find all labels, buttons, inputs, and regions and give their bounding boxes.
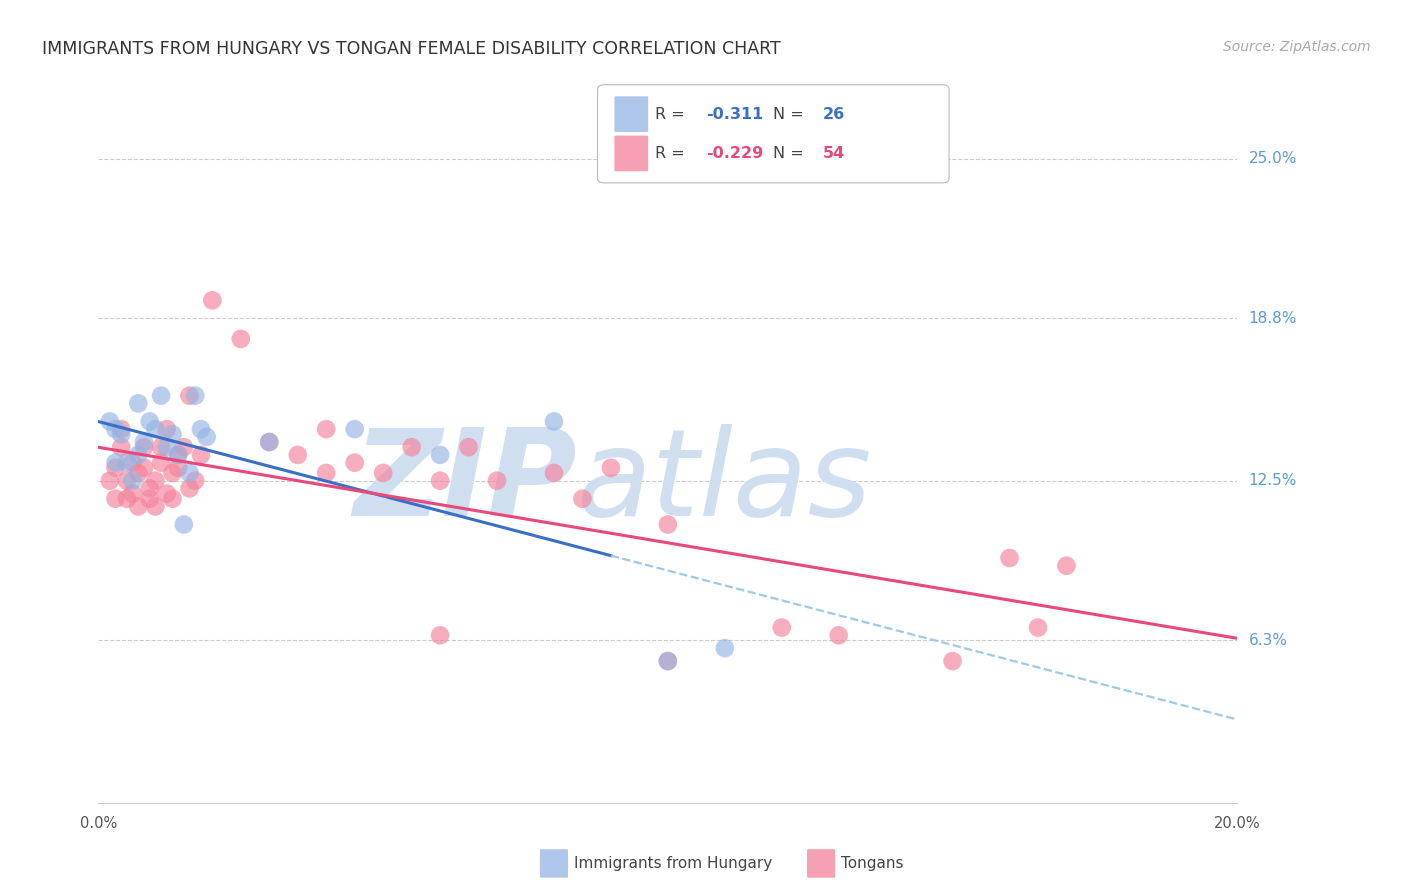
Point: [543, 414, 565, 428]
Point: [657, 654, 679, 668]
Text: 25.0%: 25.0%: [1249, 151, 1296, 166]
Point: [486, 474, 509, 488]
Point: [179, 482, 201, 496]
Point: [104, 491, 127, 506]
Point: [184, 474, 207, 488]
Point: [167, 448, 190, 462]
Text: 26: 26: [823, 107, 845, 121]
Point: [110, 440, 132, 454]
Point: [259, 435, 281, 450]
Point: [156, 486, 179, 500]
Point: [127, 448, 149, 462]
Point: [98, 474, 121, 488]
Point: [104, 422, 127, 436]
Point: [828, 628, 851, 642]
Point: [998, 551, 1021, 566]
Point: [132, 440, 155, 454]
Point: [110, 422, 132, 436]
Text: 6.3%: 6.3%: [1249, 633, 1288, 648]
Point: [657, 517, 679, 532]
Point: [162, 466, 184, 480]
Point: [156, 422, 179, 436]
Point: [571, 491, 593, 506]
Point: [104, 460, 127, 475]
Point: [132, 460, 155, 475]
Point: [401, 440, 423, 454]
Point: [115, 456, 138, 470]
Point: [543, 466, 565, 480]
Point: [138, 491, 160, 506]
Point: [657, 654, 679, 668]
Text: 18.8%: 18.8%: [1249, 310, 1296, 326]
Point: [104, 456, 127, 470]
Point: [1026, 621, 1049, 635]
Point: [429, 448, 451, 462]
Point: [1056, 558, 1078, 573]
Text: 54: 54: [823, 146, 845, 161]
Point: [162, 427, 184, 442]
Point: [110, 427, 132, 442]
Text: N =: N =: [773, 146, 810, 161]
Point: [287, 448, 309, 462]
Point: [184, 389, 207, 403]
Point: [145, 474, 167, 488]
Point: [343, 422, 366, 436]
Point: [259, 435, 281, 450]
Point: [150, 389, 173, 403]
Point: [429, 474, 451, 488]
Point: [145, 422, 167, 436]
Text: atlas: atlas: [576, 425, 872, 541]
Point: [167, 448, 190, 462]
Point: [195, 430, 218, 444]
Point: [138, 414, 160, 428]
Point: [190, 448, 212, 462]
Point: [179, 466, 201, 480]
Point: [229, 332, 252, 346]
Point: [98, 414, 121, 428]
Point: [121, 474, 143, 488]
Point: [150, 456, 173, 470]
Point: [115, 491, 138, 506]
Point: [145, 500, 167, 514]
Point: [162, 491, 184, 506]
Text: -0.311: -0.311: [706, 107, 763, 121]
Text: Tongans: Tongans: [841, 856, 903, 871]
Point: [179, 389, 201, 403]
Text: Source: ZipAtlas.com: Source: ZipAtlas.com: [1223, 40, 1371, 54]
Point: [127, 466, 149, 480]
Point: [173, 440, 195, 454]
Point: [714, 641, 737, 656]
Point: [121, 456, 143, 470]
Point: [150, 440, 173, 454]
Point: [115, 474, 138, 488]
Point: [156, 440, 179, 454]
Point: [457, 440, 479, 454]
Text: Immigrants from Hungary: Immigrants from Hungary: [574, 856, 772, 871]
Point: [167, 460, 190, 475]
Point: [770, 621, 793, 635]
Text: R =: R =: [655, 107, 690, 121]
Point: [429, 628, 451, 642]
Point: [127, 500, 149, 514]
Text: R =: R =: [655, 146, 690, 161]
Point: [315, 422, 337, 436]
Point: [127, 396, 149, 410]
Point: [121, 486, 143, 500]
Text: ZIP: ZIP: [353, 425, 576, 541]
Point: [173, 517, 195, 532]
Point: [190, 422, 212, 436]
Point: [315, 466, 337, 480]
Point: [373, 466, 395, 480]
Point: [942, 654, 965, 668]
Point: [343, 456, 366, 470]
Point: [600, 460, 623, 475]
Text: -0.229: -0.229: [706, 146, 763, 161]
Point: [138, 482, 160, 496]
Text: N =: N =: [773, 107, 810, 121]
Text: IMMIGRANTS FROM HUNGARY VS TONGAN FEMALE DISABILITY CORRELATION CHART: IMMIGRANTS FROM HUNGARY VS TONGAN FEMALE…: [42, 40, 780, 58]
Text: 12.5%: 12.5%: [1249, 473, 1296, 488]
Point: [201, 293, 224, 308]
Point: [132, 435, 155, 450]
